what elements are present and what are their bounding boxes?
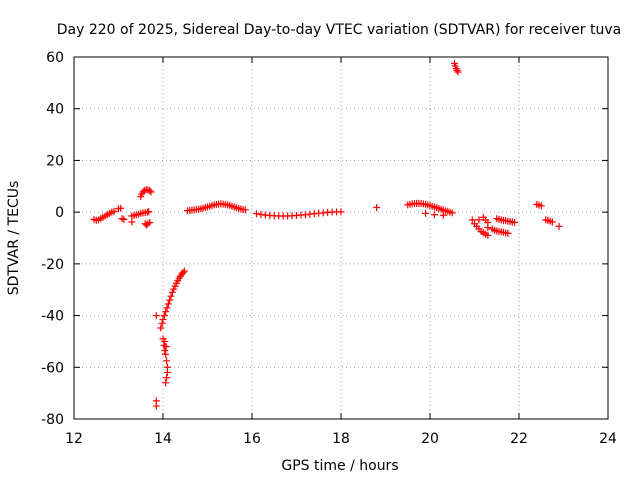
y-axis-label: SDTVAR / TECUs — [6, 181, 22, 296]
data-point — [162, 308, 170, 316]
y-tick-label: -80 — [41, 412, 64, 428]
data-point — [110, 207, 118, 215]
y-tick-label: -40 — [41, 309, 64, 325]
data-point — [163, 368, 171, 376]
data-point — [163, 304, 171, 312]
data-point — [170, 285, 178, 293]
y-tick-label: 40 — [46, 102, 64, 118]
data-point — [422, 209, 430, 217]
data-point — [484, 231, 492, 239]
data-point — [537, 202, 545, 210]
data-point — [454, 68, 462, 76]
x-tick-label: 12 — [65, 431, 83, 447]
data-point — [373, 203, 381, 211]
data-point — [158, 319, 166, 327]
data-point — [145, 208, 153, 216]
data-point — [162, 350, 170, 358]
data-point — [118, 215, 126, 223]
x-tick-label: 18 — [332, 431, 350, 447]
data-point — [180, 267, 188, 275]
data-point — [504, 229, 512, 237]
y-tick-label: -20 — [41, 257, 64, 273]
data-point — [475, 216, 483, 224]
data-point — [146, 218, 154, 226]
data-point — [555, 222, 563, 230]
x-tick-label: 20 — [421, 431, 439, 447]
data-point — [160, 312, 168, 320]
data-point — [167, 292, 175, 300]
data-point — [117, 204, 125, 212]
x-tick-label: 22 — [510, 431, 528, 447]
data-point — [179, 269, 187, 277]
y-tick-label: -60 — [41, 360, 64, 376]
data-point — [511, 218, 519, 226]
chart-title: Day 220 of 2025, Sidereal Day-to-day VTE… — [57, 22, 621, 38]
data-point — [164, 300, 172, 308]
data-point — [453, 66, 461, 74]
data-point — [166, 296, 174, 304]
data-point — [252, 210, 260, 218]
data-point — [162, 379, 170, 387]
y-tick-labels: 60 40 20 0 -20 -40 -60 -80 — [41, 50, 64, 428]
data-point — [484, 224, 492, 232]
data-points — [90, 59, 563, 410]
y-tick-label: 20 — [46, 153, 64, 169]
data-point — [163, 357, 171, 365]
data-point — [146, 187, 154, 195]
y-tick-label: 60 — [46, 50, 64, 66]
data-point — [337, 208, 345, 216]
data-point — [468, 216, 476, 224]
data-point — [159, 315, 167, 323]
x-tick-label: 16 — [243, 431, 261, 447]
data-point — [163, 374, 171, 382]
data-point — [161, 337, 169, 345]
x-tick-labels: 12 14 16 18 20 22 24 — [65, 431, 617, 447]
data-point — [152, 312, 160, 320]
data-point — [439, 211, 447, 219]
x-axis-label: GPS time / hours — [281, 458, 398, 474]
data-point — [548, 218, 556, 226]
y-tick-label: 0 — [55, 205, 64, 221]
grid — [74, 57, 608, 419]
x-tick-label: 14 — [154, 431, 172, 447]
data-point — [152, 402, 160, 410]
axis-ticks — [73, 56, 609, 420]
data-point — [241, 206, 249, 214]
data-point — [128, 218, 136, 226]
data-point — [157, 324, 165, 332]
data-point — [448, 209, 456, 217]
data-point — [168, 288, 176, 296]
data-point — [161, 346, 169, 354]
data-point — [120, 215, 128, 223]
x-tick-label: 24 — [599, 431, 617, 447]
data-point — [430, 211, 438, 219]
data-point — [147, 188, 155, 196]
data-point — [162, 343, 170, 351]
